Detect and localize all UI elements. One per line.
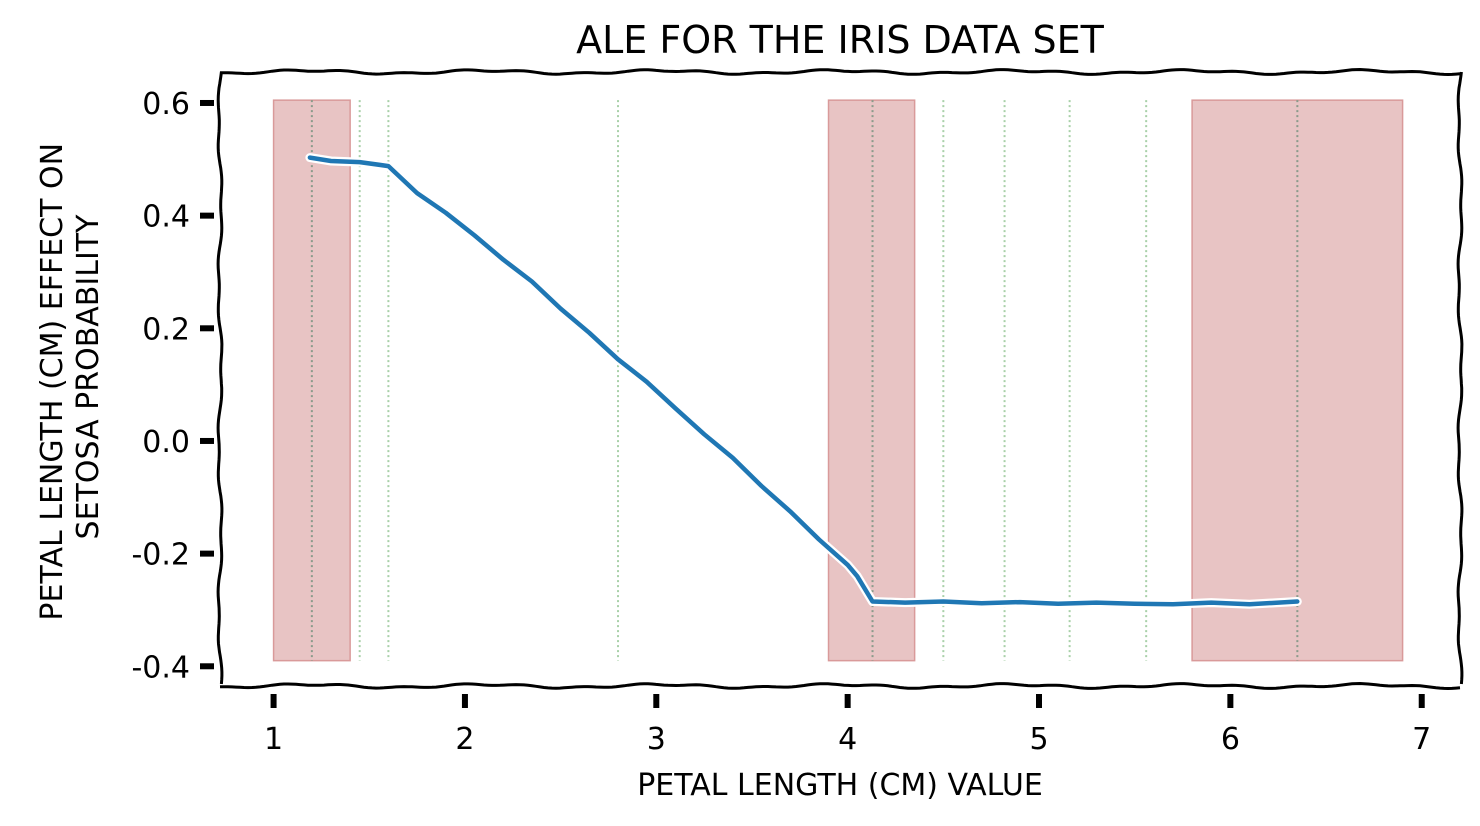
vertical-reference-lines — [310, 100, 1299, 661]
series-line-1 — [307, 155, 1300, 607]
y-tick-label: 0.6 — [142, 87, 190, 122]
x-tick-label: 7 — [1412, 722, 1431, 757]
chart-title: ALE FOR THE IRIS DATA SET — [576, 18, 1105, 62]
y-axis-label-line-2: SETOSA PROBABILITY — [71, 214, 106, 540]
frame-left — [216, 71, 224, 685]
plot-frame — [216, 67, 1464, 691]
series-layer — [305, 153, 1302, 609]
y-axis-label-line-1: PETAL LENGTH (CM) EFFECT ON — [35, 143, 70, 621]
x-tick-label: 4 — [838, 722, 857, 757]
x-tick-label: 5 — [1029, 722, 1048, 757]
y-tick-label: 0.2 — [142, 312, 190, 347]
x-tick-label: 2 — [455, 722, 474, 757]
x-axis-label: PETAL LENGTH (CM) VALUE — [637, 768, 1043, 803]
y-axis-label: PETAL LENGTH (CM) EFFECT ON SETOSA PROBA… — [35, 133, 106, 620]
frame-right — [1456, 71, 1464, 685]
shaded-regions — [272, 99, 1404, 662]
y-tick-label: -0.4 — [131, 650, 190, 685]
frame-top — [219, 67, 1461, 77]
y-axis-ticks: 0.6 0.4 0.2 0.0 -0.2 -0.4 — [131, 87, 214, 685]
x-axis-ticks: 1 2 3 4 5 6 7 — [264, 694, 1431, 757]
x-tick-label: 6 — [1221, 722, 1240, 757]
x-tick-label: 3 — [647, 722, 666, 757]
x-tick-label: 1 — [264, 722, 283, 757]
frame-bottom — [219, 681, 1461, 691]
y-tick-label: 0.0 — [142, 425, 190, 460]
plot-area — [272, 99, 1404, 662]
y-tick-label: 0.4 — [142, 200, 190, 235]
y-tick-label: -0.2 — [131, 538, 190, 573]
